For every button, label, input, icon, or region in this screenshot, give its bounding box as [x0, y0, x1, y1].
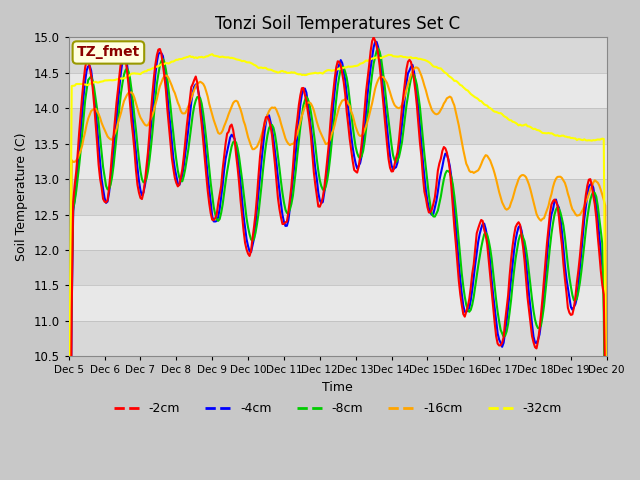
Bar [68, 73, 607, 108]
Bar [68, 286, 607, 321]
Y-axis label: Soil Temperature (C): Soil Temperature (C) [15, 132, 28, 261]
Bar [68, 179, 607, 215]
Bar [68, 321, 607, 356]
Bar [68, 108, 607, 144]
Bar [68, 250, 607, 286]
Text: TZ_fmet: TZ_fmet [77, 46, 140, 60]
Legend: -2cm, -4cm, -8cm, -16cm, -32cm: -2cm, -4cm, -8cm, -16cm, -32cm [109, 397, 567, 420]
Bar [68, 215, 607, 250]
Bar [68, 37, 607, 73]
Title: Tonzi Soil Temperatures Set C: Tonzi Soil Temperatures Set C [215, 15, 460, 33]
X-axis label: Time: Time [323, 381, 353, 394]
Bar [68, 144, 607, 179]
